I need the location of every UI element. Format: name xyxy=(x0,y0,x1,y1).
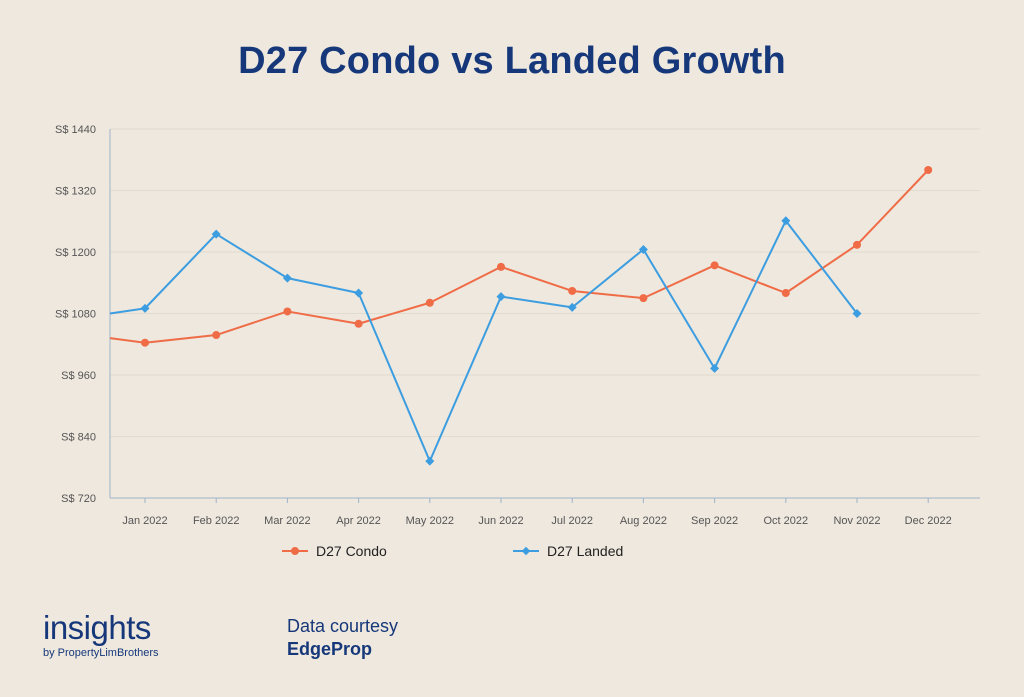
legend-swatch-condo xyxy=(282,544,308,558)
legend-item-landed[interactable]: D27 Landed xyxy=(513,543,623,559)
data-credit-source: EdgeProp xyxy=(287,639,373,659)
data-point-landed xyxy=(211,229,221,239)
data-point-condo xyxy=(639,294,648,303)
x-tick-label: Jun 2022 xyxy=(478,515,523,527)
data-point-condo xyxy=(781,289,790,297)
data-point-condo xyxy=(283,307,292,316)
data-point-landed xyxy=(710,363,720,373)
data-point-condo xyxy=(497,262,505,271)
brand-wordmark: insights xyxy=(43,609,151,646)
data-point-landed xyxy=(354,288,364,298)
y-tick-label: S$ 1200 xyxy=(55,247,96,259)
x-tick-label: Nov 2022 xyxy=(833,515,880,527)
legend-label-landed: D27 Landed xyxy=(547,543,624,559)
legend-swatch-landed xyxy=(513,544,539,558)
x-tick-label: Jan 2022 xyxy=(122,515,167,527)
y-tick-label: S$ 1440 xyxy=(55,124,96,136)
brand-tagline: by PropertyLimBrothers xyxy=(43,647,159,659)
data-point-landed xyxy=(496,292,506,302)
x-tick-label: Jul 2022 xyxy=(551,515,593,527)
x-tick-label: Apr 2022 xyxy=(336,515,381,527)
legend-item-condo[interactable]: D27 Condo xyxy=(282,543,387,559)
data-point-condo xyxy=(853,240,861,249)
y-tick-label: S$ 1080 xyxy=(55,309,96,321)
brand-logo: insights by PropertyLimBrothers xyxy=(43,609,159,659)
data-point-landed xyxy=(425,456,435,466)
data-point-landed xyxy=(638,244,648,254)
series-line-condo xyxy=(109,169,929,344)
data-point-condo xyxy=(425,298,434,307)
data-point-condo xyxy=(710,261,719,270)
y-tick-label: S$ 720 xyxy=(61,493,96,505)
data-point-condo xyxy=(568,286,577,295)
data-point-landed xyxy=(567,302,577,312)
data-point-landed xyxy=(140,303,150,313)
x-tick-label: Aug 2022 xyxy=(620,515,667,527)
data-credit: Data courtesy EdgeProp xyxy=(287,615,398,661)
series-line-landed xyxy=(109,219,858,463)
data-point-landed xyxy=(282,273,292,283)
x-tick-label: Feb 2022 xyxy=(193,515,239,527)
data-point-condo xyxy=(354,319,363,328)
legend-label-condo: D27 Condo xyxy=(316,543,387,559)
y-tick-label: S$ 840 xyxy=(61,432,96,444)
y-tick-label: S$ 1320 xyxy=(55,186,96,198)
x-tick-label: May 2022 xyxy=(406,515,454,527)
data-credit-label: Data courtesy xyxy=(287,616,399,636)
x-tick-label: Oct 2022 xyxy=(763,515,808,527)
x-tick-label: Dec 2022 xyxy=(905,515,952,527)
data-point-condo xyxy=(924,166,933,174)
data-point-landed xyxy=(852,309,862,318)
y-tick-label: S$ 960 xyxy=(61,370,96,382)
data-point-landed xyxy=(781,216,791,226)
chart-title: D27 Condo vs Landed Growth xyxy=(238,40,786,82)
x-tick-label: Mar 2022 xyxy=(264,515,310,527)
data-point-condo xyxy=(212,331,221,340)
chart-legend: D27 Condo D27 Landed xyxy=(0,543,1024,563)
x-tick-label: Sep 2022 xyxy=(691,515,738,527)
data-point-condo xyxy=(141,338,149,347)
